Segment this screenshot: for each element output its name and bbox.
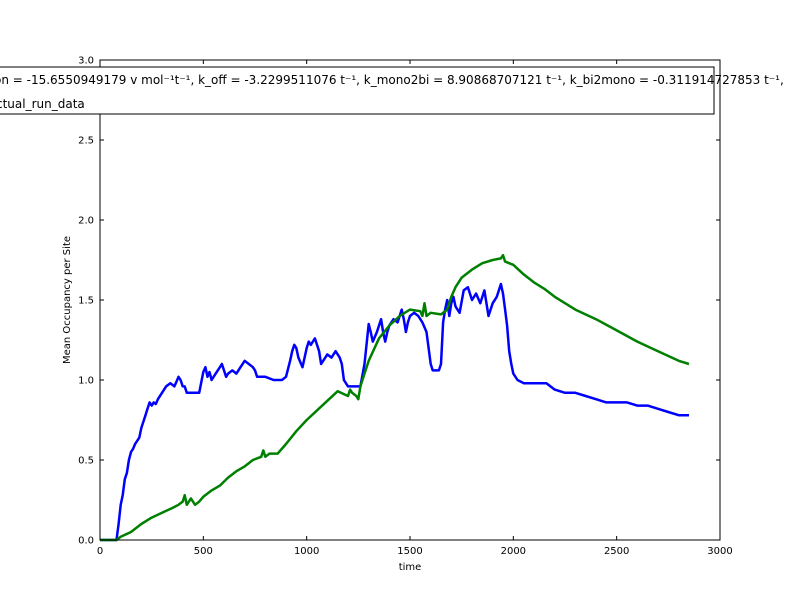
- x-tick-label: 1500: [397, 546, 422, 557]
- ticks-layer: 0 500 1000 1500 2000 2500 3000 0.0 0.5 1.0 1.5 2.0 2…: [78, 56, 733, 558]
- y-tick-label: 3.0: [78, 56, 94, 67]
- series-layer: [100, 253, 690, 542]
- x-tick-label: 1000: [294, 546, 319, 557]
- x-axis-label: time: [399, 562, 422, 573]
- y-tick-label: 0.0: [78, 536, 94, 547]
- x-tick-label: 500: [194, 546, 213, 557]
- series-line-1: [100, 282, 689, 542]
- legend-box: [0, 66, 715, 115]
- y-tick-label: 2.0: [78, 216, 94, 227]
- legend-entry-2: ctual_run_data: [0, 97, 85, 111]
- x-tick-label: 3000: [707, 546, 732, 557]
- legend: on = -15.6550949179 v mol⁻¹t⁻¹, k_off = …: [0, 66, 784, 115]
- series-line-2: [100, 253, 690, 542]
- y-tick-label: 1.5: [78, 296, 94, 307]
- x-tick-label: 2500: [604, 546, 629, 557]
- y-tick-label: 1.0: [78, 376, 94, 387]
- x-tick-label: 2000: [501, 546, 526, 557]
- x-tick-label: 0: [97, 546, 103, 557]
- y-axis-label: Mean Occupancy per Site: [62, 236, 73, 364]
- y-tick-label: 2.5: [78, 136, 94, 147]
- legend-entry-1: on = -15.6550949179 v mol⁻¹t⁻¹, k_off = …: [0, 73, 784, 87]
- y-tick-label: 0.5: [78, 456, 94, 467]
